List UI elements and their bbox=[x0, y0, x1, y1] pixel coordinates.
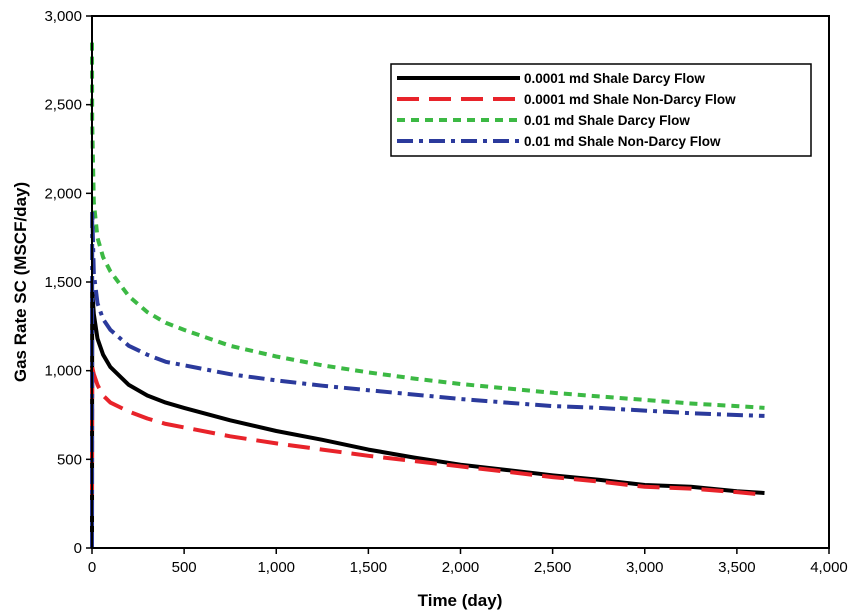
y-tick-label: 3,000 bbox=[44, 8, 82, 25]
x-axis-title: Time (day) bbox=[418, 591, 503, 610]
series-line-3 bbox=[90, 42, 765, 410]
x-tick-label: 1,500 bbox=[350, 559, 388, 576]
x-tick-label: 0 bbox=[88, 559, 96, 576]
x-tick-label: 2,000 bbox=[442, 559, 480, 576]
y-tick-label: 1,500 bbox=[44, 274, 82, 291]
series-line-4 bbox=[90, 209, 765, 549]
x-tick-label: 3,500 bbox=[718, 559, 756, 576]
x-tick-label: 3,000 bbox=[626, 559, 664, 576]
y-tick-label: 2,500 bbox=[44, 97, 82, 114]
legend: 0.0001 md Shale Darcy Flow 0.0001 md Shal… bbox=[390, 63, 812, 157]
series-lines bbox=[90, 42, 765, 549]
y-axis: 0 500 1,000 1,500 2,000 2,500 3,000 bbox=[44, 8, 92, 557]
y-tick-label: 1,000 bbox=[44, 363, 82, 380]
y-tick-label: 2,000 bbox=[44, 185, 82, 202]
x-tick-label: 500 bbox=[172, 559, 197, 576]
y-tick-label: 0 bbox=[74, 540, 82, 557]
x-axis: 0 500 1,000 1,500 2,000 2,500 3,000 3,500 4,000 bbox=[88, 548, 848, 576]
legend-label-4: 0.01 md Shale Non-Darcy Flow bbox=[524, 134, 721, 149]
series-line-2 bbox=[90, 365, 765, 497]
x-tick-label: 1,000 bbox=[257, 559, 295, 576]
legend-label-2: 0.0001 md Shale Non-Darcy Flow bbox=[524, 92, 736, 107]
y-tick-label: 500 bbox=[57, 451, 82, 468]
series-line-1 bbox=[90, 288, 765, 549]
y-axis-title: Gas Rate SC (MSCF/day) bbox=[11, 182, 30, 382]
legend-label-3: 0.01 md Shale Darcy Flow bbox=[524, 113, 690, 128]
x-tick-label: 2,500 bbox=[534, 559, 572, 576]
legend-label-1: 0.0001 md Shale Darcy Flow bbox=[524, 71, 705, 86]
x-tick-label: 4,000 bbox=[810, 559, 848, 576]
